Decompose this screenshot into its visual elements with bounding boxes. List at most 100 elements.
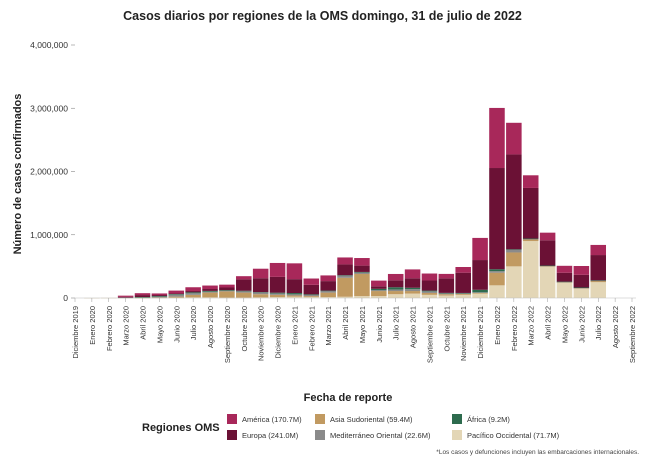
legend-swatch bbox=[452, 430, 462, 440]
bar-segment bbox=[337, 257, 353, 264]
bar-segment bbox=[574, 289, 590, 298]
bar-segment bbox=[304, 296, 320, 297]
bar-segment bbox=[304, 294, 320, 295]
x-tick-label: Diciembre 2020 bbox=[274, 306, 283, 359]
legend-label: Asia Sudoriental (59.4M) bbox=[330, 415, 413, 424]
bar-segment bbox=[590, 281, 606, 282]
bar-segment bbox=[270, 295, 286, 297]
x-tick-label: Noviembre 2020 bbox=[257, 306, 266, 361]
bar-segment bbox=[287, 293, 303, 294]
x-tick-label: Octubre 2021 bbox=[442, 306, 451, 351]
bar-segment bbox=[270, 293, 286, 294]
bar-segment bbox=[455, 294, 471, 295]
bar-segment bbox=[422, 291, 438, 293]
bar-segment bbox=[320, 275, 336, 281]
x-tick-label: Agosto 2022 bbox=[611, 306, 620, 348]
bar-segment bbox=[523, 188, 539, 239]
x-tick-label: Enero 2022 bbox=[493, 306, 502, 345]
bar-segment bbox=[287, 263, 303, 279]
bar-segment bbox=[118, 297, 134, 298]
bar-segment bbox=[287, 279, 303, 293]
bar-segment bbox=[337, 278, 353, 297]
bar-segment bbox=[304, 279, 320, 285]
bar-segment bbox=[574, 275, 590, 288]
bar-segment bbox=[354, 274, 370, 296]
legend-item: Europa (241.0M) bbox=[227, 430, 298, 440]
x-tick-label: Abril 2021 bbox=[341, 306, 350, 340]
bar-segment bbox=[439, 293, 455, 294]
x-tick-label: Diciembre 2021 bbox=[476, 306, 485, 359]
x-tick-label: Abril 2022 bbox=[544, 306, 553, 340]
legend-item: Asia Sudoriental (59.4M) bbox=[315, 414, 413, 424]
chart-canvas: 01,000,0002,000,0003,000,0004,000,000 Di… bbox=[0, 0, 645, 410]
bar-segment bbox=[320, 291, 336, 293]
bar-segment bbox=[489, 273, 505, 286]
bar-segment bbox=[354, 266, 370, 272]
bar-segment bbox=[388, 280, 404, 287]
legend-label: América (170.7M) bbox=[242, 415, 302, 424]
bar-segment bbox=[169, 294, 185, 295]
bar-segment bbox=[557, 266, 573, 273]
x-tick-label: Mayo 2020 bbox=[155, 306, 164, 343]
bar-segment bbox=[489, 271, 505, 273]
bar-segment bbox=[489, 285, 505, 298]
legend-label: Mediterráneo Oriental (22.6M) bbox=[330, 431, 430, 440]
bar-segment bbox=[405, 269, 421, 278]
bar-segment bbox=[219, 285, 235, 288]
bar-segment bbox=[557, 273, 573, 282]
legend-label: Pacífico Occidental (71.7M) bbox=[467, 431, 559, 440]
bar-segment bbox=[202, 289, 218, 291]
bar-segment bbox=[185, 291, 201, 292]
bar-segment bbox=[185, 293, 201, 295]
bar-segment bbox=[337, 275, 353, 276]
bar-segment bbox=[472, 293, 488, 294]
bar-segment bbox=[388, 289, 404, 291]
legend-item: América (170.7M) bbox=[227, 414, 302, 424]
bar-segment bbox=[405, 289, 421, 291]
bar-segment bbox=[489, 108, 505, 168]
x-tick-label: Mayo 2021 bbox=[358, 306, 367, 343]
bar-segment bbox=[253, 269, 269, 278]
bar-segment bbox=[371, 291, 387, 296]
bar-segment bbox=[489, 168, 505, 269]
bar-segment bbox=[185, 287, 201, 291]
footnote: *Los casos y defunciones incluyen las em… bbox=[436, 449, 639, 456]
bar-segment bbox=[523, 175, 539, 188]
bar-segment bbox=[202, 292, 218, 293]
bar-segment bbox=[270, 293, 286, 294]
bar-segment bbox=[287, 295, 303, 296]
bar-segment bbox=[236, 276, 252, 279]
x-tick-label: Abril 2020 bbox=[139, 306, 148, 340]
x-tick-label: Julio 2022 bbox=[594, 306, 603, 340]
bar-segment bbox=[371, 289, 387, 290]
bar-segment bbox=[439, 274, 455, 278]
x-tick-label: Enero 2020 bbox=[88, 306, 97, 345]
bar-segment bbox=[590, 245, 606, 255]
bar-segment bbox=[590, 280, 606, 281]
bar-segment bbox=[506, 250, 522, 253]
x-tick-label: Marzo 2021 bbox=[324, 306, 333, 346]
bar-segment bbox=[320, 293, 336, 297]
y-tick-label: 1,000,000 bbox=[30, 230, 68, 240]
bar-segment bbox=[523, 239, 539, 240]
bar-segment bbox=[320, 281, 336, 290]
legend-swatch bbox=[315, 414, 325, 424]
bar-segment bbox=[405, 278, 421, 287]
bar-segment bbox=[422, 274, 438, 281]
bar-segment bbox=[388, 294, 404, 298]
legend-label: África (9.2M) bbox=[467, 415, 510, 424]
bar-segment bbox=[439, 293, 455, 294]
bar-segment bbox=[422, 293, 438, 295]
legend-swatch bbox=[227, 430, 237, 440]
bar-segment bbox=[574, 266, 590, 275]
bar-segment bbox=[506, 266, 522, 298]
bar-segment bbox=[455, 293, 471, 294]
x-tick-label: Junio 2022 bbox=[577, 306, 586, 343]
x-tick-label: Junio 2021 bbox=[375, 306, 384, 343]
bar-segment bbox=[472, 292, 488, 293]
bar-segment bbox=[388, 274, 404, 280]
bar-segment bbox=[135, 297, 151, 298]
bar-segment bbox=[236, 293, 252, 298]
bar-segment bbox=[337, 264, 353, 275]
x-tick-label: Octubre 2020 bbox=[240, 306, 249, 351]
